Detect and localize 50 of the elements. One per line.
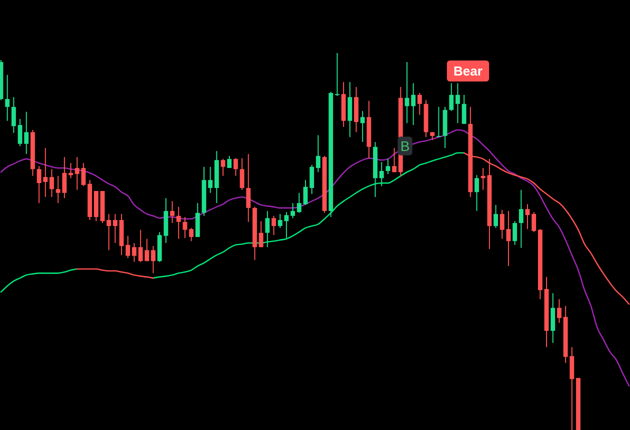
- candlestick: [512, 220, 518, 246]
- candlestick: [525, 204, 530, 230]
- candlestick: [5, 74, 10, 122]
- candlestick: [68, 162, 73, 179]
- annotation: Bear: [454, 64, 482, 78]
- candlestick: [176, 206, 181, 240]
- candlestick: [246, 154, 251, 222]
- candlestick: [550, 292, 556, 344]
- candlestick: [151, 246, 156, 274]
- candlestick: [474, 174, 479, 212]
- candlestick: [500, 209, 504, 240]
- candlestick: [112, 213, 118, 244]
- candlestick: [506, 210, 511, 267]
- candlestick: [417, 92, 422, 116]
- candlestick: [348, 82, 352, 138]
- candlestick: [462, 94, 466, 124]
- candlestick: [494, 204, 498, 228]
- candlestick: [106, 213, 112, 251]
- candlestick: [290, 202, 296, 219]
- annotation: B: [400, 138, 410, 154]
- candlestick: [170, 200, 174, 224]
- candlestick: [392, 148, 397, 173]
- candlestick: [518, 189, 524, 248]
- candlestick: [456, 82, 460, 124]
- candlestick: [132, 242, 136, 262]
- candlestick: [220, 158, 226, 176]
- candlestick: [265, 210, 270, 248]
- candlestick: [310, 164, 314, 194]
- candlestick: [532, 212, 536, 233]
- candlestick: [436, 106, 441, 137]
- candlestick: [182, 216, 188, 239]
- candlestick: [386, 158, 390, 175]
- candlestick: [240, 158, 244, 190]
- candlestick: [379, 161, 384, 187]
- candlestick: [296, 192, 302, 214]
- candlestick: [360, 110, 365, 142]
- candlestick: [227, 155, 232, 168]
- candlestick: [334, 52, 340, 96]
- candlestick: [11, 96, 16, 134]
- candlestick: [233, 158, 238, 176]
- candlestick: [258, 220, 264, 248]
- candlestick: [272, 215, 276, 236]
- candlestick: [126, 235, 130, 259]
- candlestick: [50, 168, 54, 198]
- candlestick: [449, 82, 454, 112]
- candlestick: [316, 134, 320, 173]
- candlestick: [557, 298, 562, 324]
- candlestick: [208, 166, 213, 194]
- candlestick: [189, 227, 194, 242]
- candlestick: [411, 82, 416, 126]
